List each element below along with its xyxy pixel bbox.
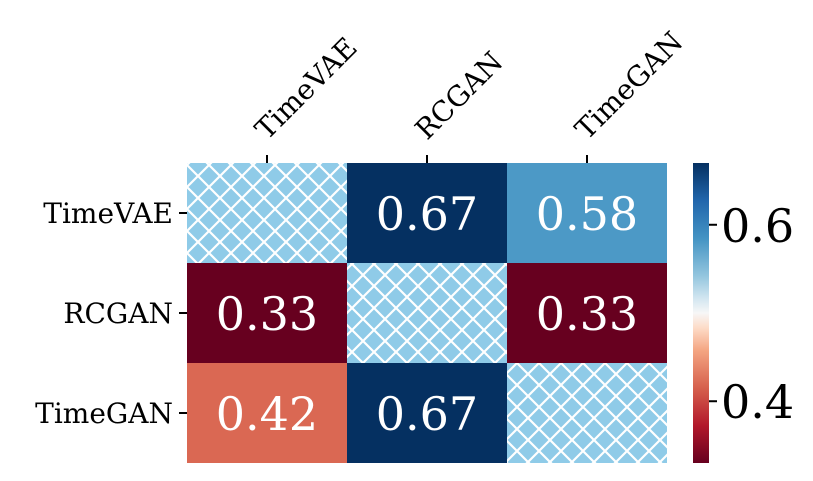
y-tick-label-2: TimeGAN (35, 397, 173, 430)
x-tick-label-2: TimeGAN (569, 25, 690, 146)
y-tick-label-1: RCGAN (63, 297, 173, 330)
heatmap-cells (187, 163, 667, 463)
heatmap-cell-2-1 (347, 363, 507, 463)
cell-label-1-0: 0.33 (216, 287, 318, 341)
heatmap-cell-2-0 (187, 363, 347, 463)
heatmap-cell-0-2 (507, 163, 667, 263)
y-tick-label-0: TimeVAE (43, 197, 173, 230)
colorbar-tick-label-0: 0.4 (721, 375, 794, 429)
masked-cell-0-0 (187, 163, 347, 263)
heatmap-cell-1-0 (187, 263, 347, 363)
x-tick-label-0: TimeVAE (249, 31, 364, 146)
cell-label-1-2: 0.33 (536, 287, 638, 341)
x-axis: TimeVAE RCGAN TimeGAN (249, 25, 690, 163)
cell-label-2-1: 0.67 (376, 387, 478, 441)
heatmap-cell-0-1 (347, 163, 507, 263)
cell-label-0-2: 0.58 (536, 187, 638, 241)
cell-value-labels: 0.67 0.58 0.33 0.33 0.42 0.67 (216, 187, 638, 441)
x-tick-label-1: RCGAN (409, 45, 510, 146)
masked-cell-2-2 (507, 363, 667, 463)
colorbar-ticks: 0.4 0.6 (709, 199, 794, 429)
heatmap-cell-1-2 (507, 263, 667, 363)
colorbar (693, 163, 709, 463)
cell-label-0-1: 0.67 (376, 187, 478, 241)
colorbar-tick-label-1: 0.6 (721, 199, 794, 253)
masked-cell-1-1 (347, 263, 507, 363)
cell-label-2-0: 0.42 (216, 387, 318, 441)
y-axis: TimeVAE RCGAN TimeGAN (35, 197, 187, 430)
